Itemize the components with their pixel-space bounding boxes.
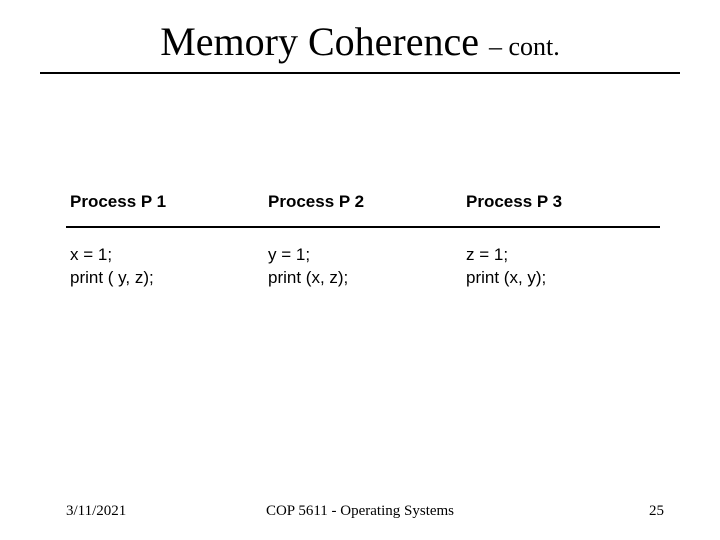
title-main: Memory Coherence bbox=[160, 19, 489, 64]
col-header-p3: Process P 3 bbox=[462, 186, 660, 227]
slide: Memory Coherence – cont. Process P 1 Pro… bbox=[0, 0, 720, 540]
table-body-row: x = 1; print ( y, z); y = 1; print (x, z… bbox=[66, 227, 660, 304]
title-underline bbox=[40, 72, 680, 74]
col-header-p2: Process P 2 bbox=[264, 186, 462, 227]
title-sub: – cont. bbox=[489, 32, 560, 61]
footer-page-number: 25 bbox=[649, 503, 664, 520]
cell-p1: x = 1; print ( y, z); bbox=[66, 227, 264, 304]
footer-course: COP 5611 - Operating Systems bbox=[0, 503, 720, 520]
col-header-p1: Process P 1 bbox=[66, 186, 264, 227]
p3-line2: print (x, y); bbox=[466, 267, 650, 290]
p2-line1: y = 1; bbox=[268, 244, 452, 267]
p1-line2: print ( y, z); bbox=[70, 267, 254, 290]
p3-line1: z = 1; bbox=[466, 244, 650, 267]
process-table: Process P 1 Process P 2 Process P 3 x = … bbox=[66, 186, 660, 304]
cell-p3: z = 1; print (x, y); bbox=[462, 227, 660, 304]
table-header-row: Process P 1 Process P 2 Process P 3 bbox=[66, 186, 660, 227]
cell-p2: y = 1; print (x, z); bbox=[264, 227, 462, 304]
p1-line1: x = 1; bbox=[70, 244, 254, 267]
p2-line2: print (x, z); bbox=[268, 267, 452, 290]
title-block: Memory Coherence – cont. bbox=[0, 18, 720, 65]
